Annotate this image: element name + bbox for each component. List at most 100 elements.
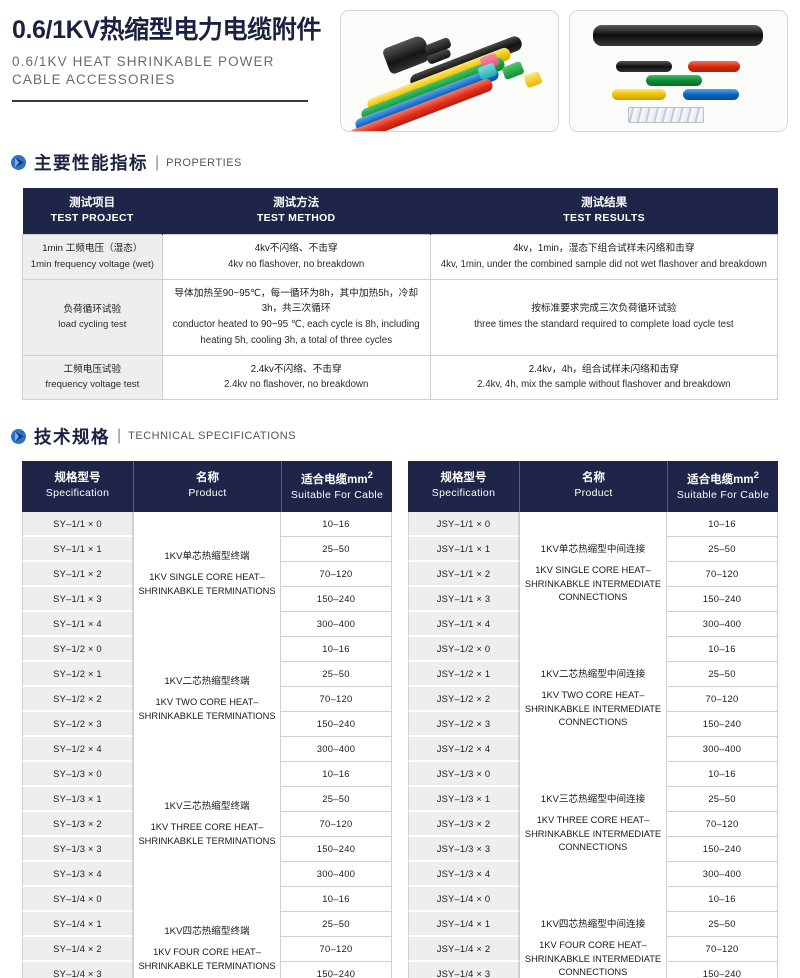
table-row: SY–1/4 × 2 70–120 — [22, 936, 392, 962]
cell-specification: SY–1/2 × 4 — [22, 736, 133, 762]
table-row: JSY–1/2 × 4 300–400 — [408, 736, 778, 762]
cell-test-result-en: 4kv, 1min, under the combined sample did… — [440, 258, 767, 270]
cell-suitable-cable: 10–16 — [667, 511, 778, 537]
cell-product-en: 1KV TWO CORE HEAT–SHRINKABKLE TERMINATIO… — [138, 696, 276, 721]
table-row: 负荷循环试验 load cycling test 导体加热至90~95℃，每一循… — [22, 278, 779, 356]
table-row: 1min 工频电压（湿态） 1min frequency voltage (we… — [22, 234, 779, 280]
col-header-test-method-cn: 测试方法 — [273, 197, 320, 209]
cell-suitable-cable: 25–50 — [281, 911, 392, 937]
table-row: JSY–1/3 × 3 150–240 — [408, 836, 778, 862]
table-row: JSY–1/2 × 0 1KV二芯热缩型中间连接 1KV TWO CORE HEAT… — [408, 636, 778, 762]
cell-suitable-cable: 10–16 — [281, 761, 392, 787]
cell-specification: JSY–1/1 × 0 — [408, 511, 519, 537]
cell-suitable-cable: 70–120 — [281, 561, 392, 587]
cell-specification: SY–1/2 × 1 — [22, 661, 133, 687]
page-title-en: 0.6/1KV HEAT SHRINKABLE POWER CABLE ACCE… — [12, 53, 330, 89]
table-row: JSY–1/3 × 0 1KV三芯热缩型中间连接 1KV THREE CORE HE… — [408, 761, 778, 887]
cell-product-cn: 1KV单芯热缩型终端 — [164, 550, 250, 562]
spec-table-right-head: 规格型号 Specification 名称 Product 适合电缆mm2 Su… — [408, 460, 778, 512]
cell-product: 1KV四芯热缩型中间连接 1KV FOUR CORE HEAT–SHRINKABK… — [519, 886, 667, 978]
cell-suitable-cable: 10–16 — [667, 761, 778, 787]
cell-suitable-cable: 150–240 — [667, 836, 778, 862]
col-header-product: 名称 Product — [519, 460, 667, 512]
cell-product: 1KV单芯热缩型中间连接 1KV SINGLE CORE HEAT–SHRINKA… — [519, 511, 667, 637]
table-row: SY–1/3 × 4 300–400 — [22, 861, 392, 887]
table-row: JSY–1/1 × 0 1KV单芯热缩型中间连接 1KV SINGLE CORE H… — [408, 511, 778, 637]
table-row: SY–1/3 × 3 150–240 — [22, 836, 392, 862]
table-row: SY–1/4 × 3 150–240 — [22, 961, 392, 978]
col-header-specification-en: Specification — [45, 487, 110, 500]
cell-product-en: 1KV SINGLE CORE HEAT–SHRINKABKLE TERMINA… — [138, 571, 276, 596]
cell-test-project: 工频电压试验 frequency voltage test — [22, 354, 163, 400]
cell-specification: JSY–1/2 × 2 — [408, 686, 519, 712]
cell-test-result-en: 2.4kv, 4h, mix the sample without flasho… — [477, 379, 731, 391]
cell-suitable-cable: 25–50 — [667, 911, 778, 937]
cell-specification: JSY–1/1 × 3 — [408, 586, 519, 612]
table-row: JSY–1/4 × 2 70–120 — [408, 936, 778, 962]
table-row: JSY–1/3 × 4 300–400 — [408, 861, 778, 887]
cell-product: 1KV四芯热缩型终端 1KV FOUR CORE HEAT–SHRINKABKLE… — [133, 886, 281, 978]
cell-test-method-cn: 导体加热至90~95℃，每一循环为8h，其中加热5h，冷却3h，共三次循环 — [174, 287, 419, 315]
superscript-two: 2 — [367, 469, 373, 481]
green-chip — [501, 60, 525, 81]
cell-test-result-en: three times the standard required to com… — [474, 319, 734, 331]
cell-product-cn: 1KV单芯热缩型中间连接 — [540, 543, 646, 555]
cell-specification: SY–1/3 × 2 — [22, 811, 133, 837]
cell-test-method-cn: 4kv不闪络、不击穿 — [254, 243, 338, 255]
cell-suitable-cable: 25–50 — [667, 661, 778, 687]
cell-test-method: 导体加热至90~95℃，每一循环为8h，其中加热5h，冷却3h，共三次循环 co… — [161, 278, 431, 356]
arrow-circle-icon — [10, 154, 27, 171]
col-header-specification: 规格型号 Specification — [22, 460, 133, 512]
col-header-suitable-cable-cn: 适合电缆mm2 — [284, 469, 390, 488]
col-header-specification-en: Specification — [431, 487, 496, 500]
cell-specification: JSY–1/4 × 3 — [408, 961, 519, 978]
cell-specification: SY–1/1 × 2 — [22, 561, 133, 587]
cell-specification: JSY–1/3 × 4 — [408, 861, 519, 887]
cell-suitable-cable: 70–120 — [667, 686, 778, 712]
table-row: SY–1/3 × 1 25–50 — [22, 786, 392, 812]
cell-product-en: 1KV FOUR CORE HEAT–SHRINKABKLE INTERMEDI… — [524, 939, 662, 978]
table-row: SY–1/1 × 1 25–50 — [22, 536, 392, 562]
cell-specification: JSY–1/3 × 0 — [408, 761, 519, 787]
table-row: SY–1/2 × 1 25–50 — [22, 661, 392, 687]
cell-product-en: 1KV THREE CORE HEAT–SHRINKABKLE INTERMED… — [524, 814, 662, 853]
cell-specification: JSY–1/3 × 1 — [408, 786, 519, 812]
cell-test-project-en: frequency voltage test — [45, 379, 140, 391]
col-header-test-project: 测试项目 TEST PROJECT — [22, 188, 163, 235]
cell-test-result: 按标准要求完成三次负荷循环试验 three times the standard… — [429, 278, 779, 356]
cell-specification: JSY–1/4 × 1 — [408, 911, 519, 937]
table-row: SY–1/2 × 0 1KV二芯热缩型终端 1KV TWO CORE HEAT–SH… — [22, 636, 392, 762]
cell-test-project-cn: 1min 工频电压（湿态） — [42, 243, 143, 255]
section-title-cn-specs: 技术规格 — [34, 426, 110, 447]
cell-suitable-cable: 300–400 — [281, 611, 392, 637]
table-row: SY–1/2 × 4 300–400 — [22, 736, 392, 762]
spec-table-right-body: JSY–1/1 × 0 1KV单芯热缩型中间连接 1KV SINGLE CORE H… — [408, 511, 778, 978]
table-row: SY–1/1 × 0 1KV单芯热缩型终端 1KV SINGLE CORE HEAT… — [22, 511, 392, 637]
col-header-suitable-cable: 适合电缆mm2 Suitable For Cable — [281, 460, 392, 512]
cell-product: 1KV单芯热缩型终端 1KV SINGLE CORE HEAT–SHRINKABK… — [133, 511, 281, 637]
red-sleeve — [688, 61, 740, 72]
cell-product-en: 1KV FOUR CORE HEAT–SHRINKABKLE TERMINATI… — [138, 946, 276, 971]
cell-product-cn: 1KV三芯热缩型终端 — [164, 800, 250, 812]
cell-test-result: 4kv，1min，湿态下组合试样未闪络和击穿 4kv, 1min, under … — [429, 234, 779, 280]
table-row: SY–1/2 × 3 150–240 — [22, 711, 392, 737]
col-header-suitable-cable-en: Suitable For Cable — [290, 488, 384, 501]
spec-table-terminations-column: 规格型号 Specification 名称 Product 适合电缆mm2 Su… — [22, 460, 392, 978]
col-header-specification-cn: 规格型号 — [54, 472, 101, 485]
table-row: JSY–1/1 × 2 70–120 — [408, 561, 778, 587]
cell-specification: JSY–1/2 × 3 — [408, 711, 519, 737]
cell-specification: JSY–1/1 × 1 — [408, 536, 519, 562]
col-header-suitable-cable-cn: 适合电缆mm2 — [670, 469, 776, 488]
cell-suitable-cable: 25–50 — [667, 786, 778, 812]
section-title-en-properties: PROPERTIES — [166, 156, 242, 169]
table-row: SY–1/1 × 3 150–240 — [22, 586, 392, 612]
cell-specification: JSY–1/2 × 1 — [408, 661, 519, 687]
cell-test-method-en: 2.4kv no flashover, no breakdown — [224, 379, 369, 391]
cell-test-method: 2.4kv不闪络、不击穿 2.4kv no flashover, no brea… — [161, 354, 431, 400]
product-photo-straight-tubes — [569, 10, 788, 132]
cell-test-project-en: load cycling test — [58, 319, 127, 331]
product-photo-assorted-tubes — [340, 10, 559, 132]
cell-test-project-en: 1min frequency voltage (wet) — [30, 258, 154, 270]
superscript-two: 2 — [753, 469, 759, 481]
